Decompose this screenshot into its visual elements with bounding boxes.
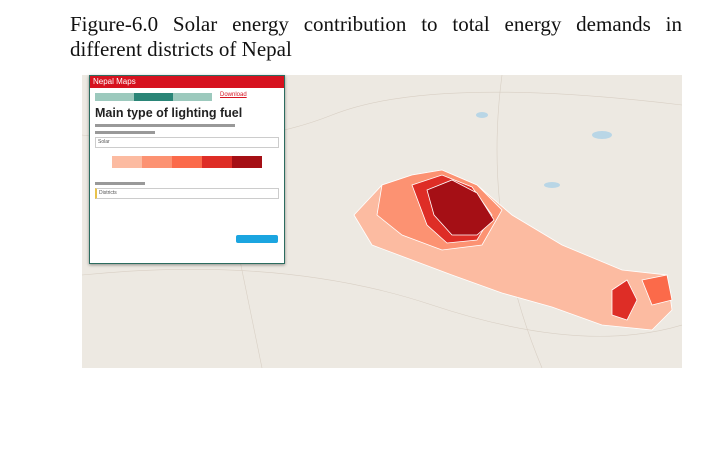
panel-title: Main type of lighting fuel: [95, 106, 243, 120]
panel-header: Nepal Maps: [90, 76, 284, 88]
geography-label: [95, 182, 145, 185]
download-link[interactable]: Download: [220, 92, 247, 98]
tab-3[interactable]: [173, 93, 212, 101]
legend-swatch: [142, 156, 172, 168]
map-lakes: [476, 112, 612, 188]
apply-button[interactable]: [236, 235, 278, 243]
legend: [112, 156, 262, 168]
source-text: [95, 124, 235, 127]
legend-swatch: [232, 156, 262, 168]
tab-map[interactable]: [134, 93, 173, 101]
figure-caption: Figure-6.0 Solar energy contribution to …: [70, 12, 682, 61]
view-tabs: [95, 93, 212, 101]
legend-swatch: [112, 156, 142, 168]
map-control-panel: Nepal Maps Download Main type of lightin…: [89, 75, 285, 264]
legend-swatch: [172, 156, 202, 168]
nepal-region-east-high[interactable]: [611, 279, 638, 321]
legend-swatch: [202, 156, 232, 168]
geography-select[interactable]: Districts: [95, 188, 279, 199]
map-view[interactable]: [82, 75, 682, 368]
nepal-region-highest[interactable]: [426, 179, 495, 236]
tab-1[interactable]: [95, 93, 134, 101]
indicator-label: [95, 131, 155, 134]
nepal-region-east[interactable]: [641, 274, 673, 306]
indicator-select[interactable]: Solar: [95, 137, 279, 148]
